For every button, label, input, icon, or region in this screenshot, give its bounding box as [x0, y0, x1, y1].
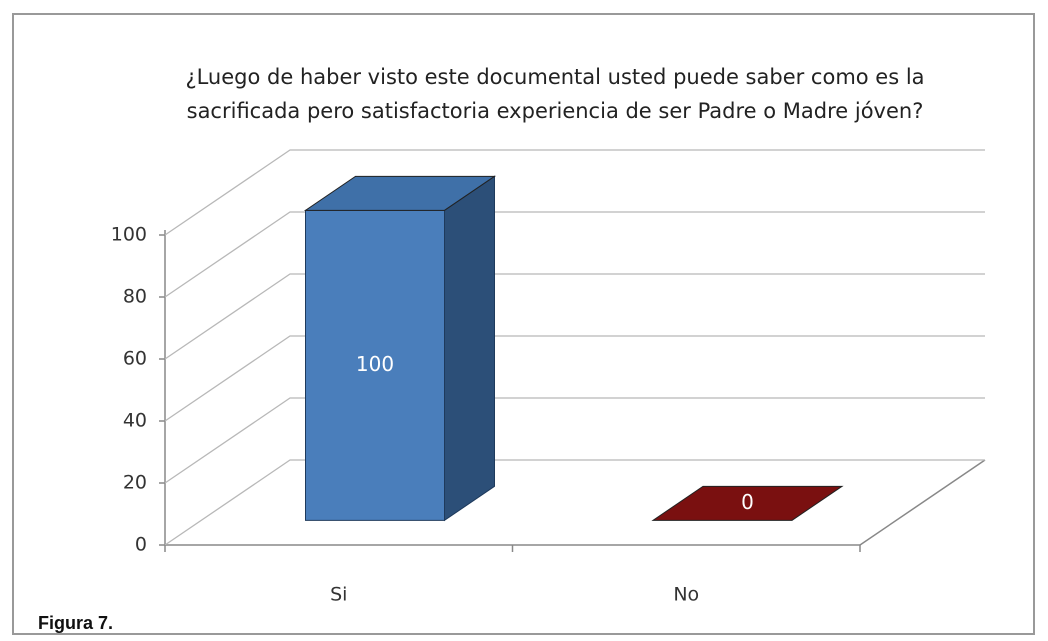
y-tick-label: 80 [123, 286, 147, 308]
x-tick-label: No [673, 584, 699, 606]
grid-line [164, 273, 985, 360]
chart-frame [12, 13, 1035, 635]
bar-top [303, 175, 497, 211]
value-label: 0 [741, 490, 754, 514]
y-tick-label: 100 [111, 224, 147, 246]
grid-line [164, 459, 985, 546]
chart-title-line: sacrificada pero satisfactoria experienc… [187, 99, 924, 123]
bar-top [651, 485, 844, 521]
y-tick-label: 60 [123, 348, 147, 370]
chart-title-line: ¿Luego de haber visto este documental us… [185, 65, 924, 89]
grid-line [164, 149, 985, 236]
value-label: 100 [356, 352, 394, 376]
y-tick-label: 0 [135, 534, 147, 556]
grid-line [164, 397, 985, 484]
grid-line [164, 211, 985, 298]
x-tick-label: Si [330, 584, 347, 606]
figure-caption: Figura 7. [38, 613, 113, 633]
bar-side [444, 175, 495, 522]
grid-line [164, 335, 985, 422]
floor-edge [859, 459, 986, 546]
y-tick-label: 40 [123, 410, 147, 432]
y-tick-label: 20 [123, 472, 147, 494]
